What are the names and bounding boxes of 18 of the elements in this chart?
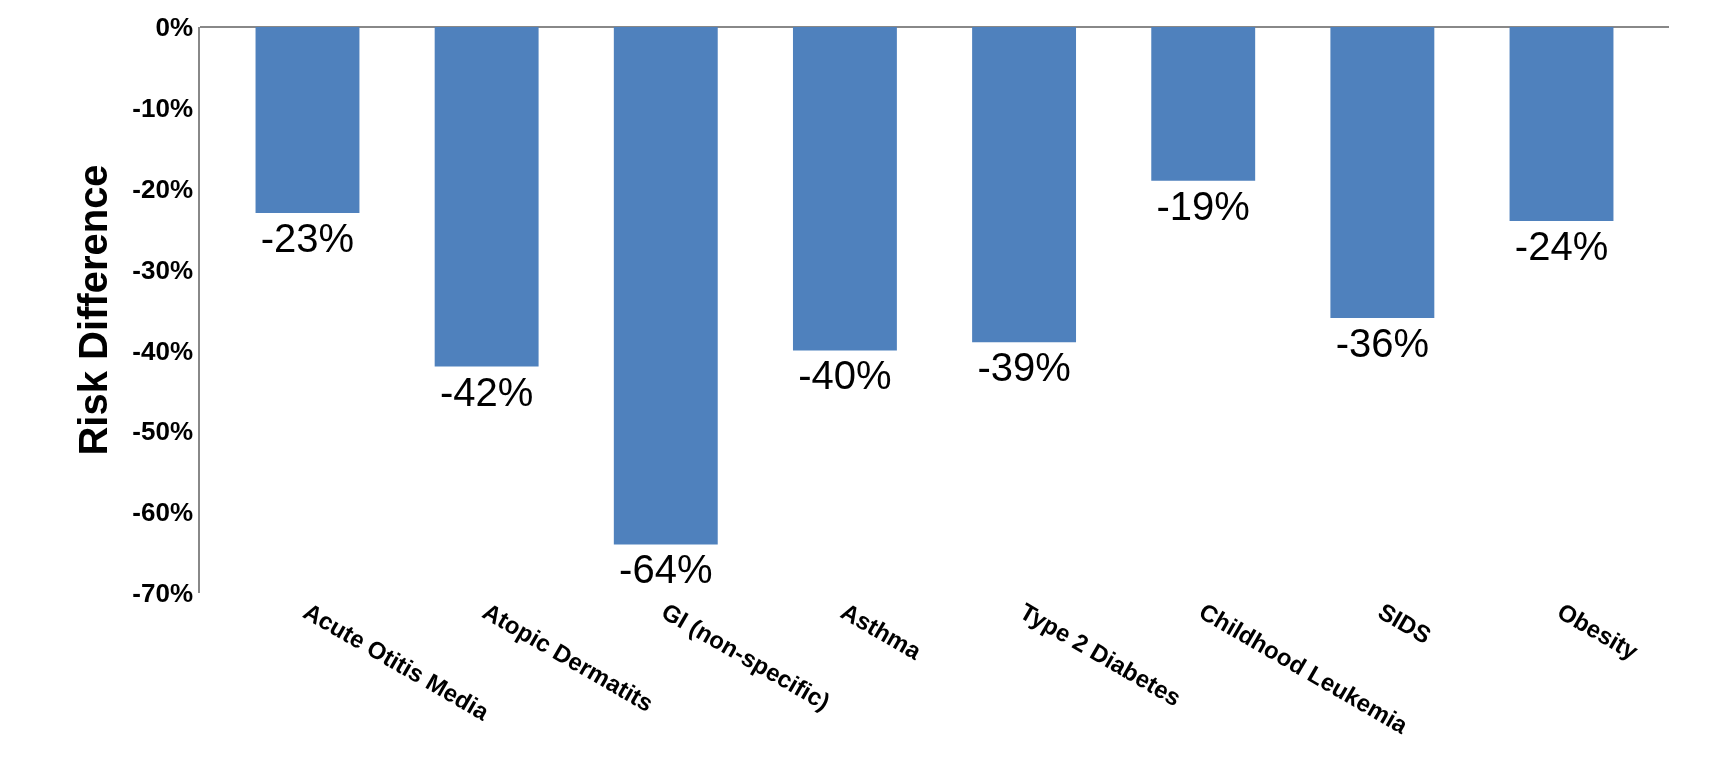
y-tick-label: -40% bbox=[132, 335, 194, 366]
data-label: -39% bbox=[977, 345, 1071, 390]
y-tick-label: 0% bbox=[155, 12, 194, 43]
data-label: -24% bbox=[1514, 224, 1609, 269]
data-label: -40% bbox=[798, 353, 892, 398]
y-tick-label: -60% bbox=[132, 497, 194, 528]
y-axis-title: Risk Difference bbox=[71, 164, 116, 456]
y-tick-label: -10% bbox=[132, 92, 194, 123]
x-tick-label: SIDS bbox=[1373, 597, 1436, 649]
data-label: -23% bbox=[260, 215, 355, 260]
y-tick-label: -30% bbox=[132, 254, 194, 285]
data-label: -64% bbox=[619, 547, 713, 592]
y-tick-label: -20% bbox=[132, 173, 194, 204]
y-tick-label: -70% bbox=[132, 578, 194, 609]
y-tick-label: -50% bbox=[132, 416, 194, 447]
data-label: -19% bbox=[1156, 183, 1250, 228]
data-label: -42% bbox=[439, 369, 534, 414]
data-label: -36% bbox=[1335, 321, 1430, 366]
